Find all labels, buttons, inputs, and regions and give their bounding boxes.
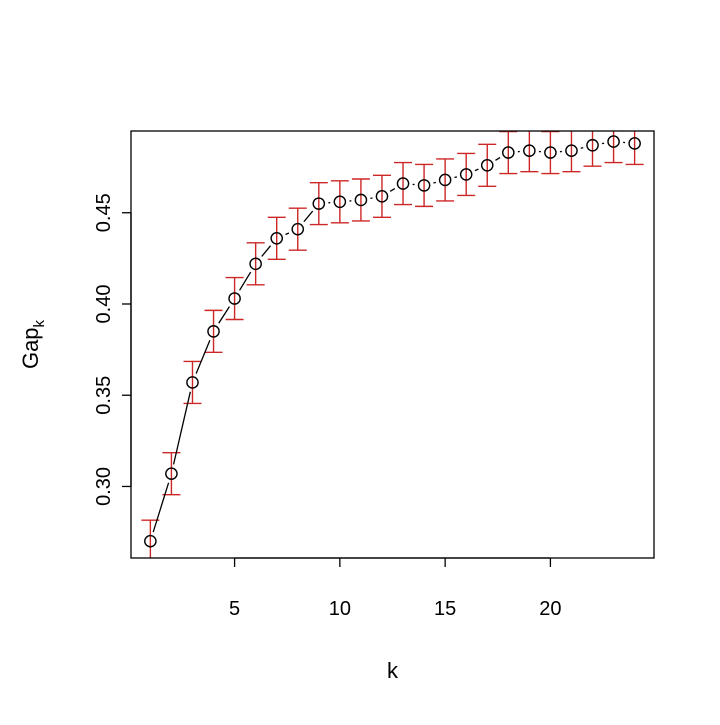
y-tick-label-0.35: 0.35 — [93, 376, 115, 415]
y-tick-label-0.3: 0.30 — [93, 467, 115, 506]
x-tick-label-5: 5 — [229, 598, 240, 620]
y-tick-label-0.45: 0.45 — [93, 193, 115, 232]
y-axis-title-subscript: k — [31, 319, 48, 327]
x-axis-title: k — [387, 658, 399, 683]
x-tick-label-10: 10 — [329, 598, 351, 620]
line-segment-21 — [581, 148, 583, 149]
y-tick-label-0.4: 0.40 — [93, 285, 115, 324]
y-axis-title-main: Gap — [18, 327, 43, 369]
x-tick-label-20: 20 — [539, 598, 561, 620]
x-tick-label-15: 15 — [434, 598, 456, 620]
line-segment-14 — [433, 182, 435, 183]
line-segment-15 — [454, 177, 456, 178]
